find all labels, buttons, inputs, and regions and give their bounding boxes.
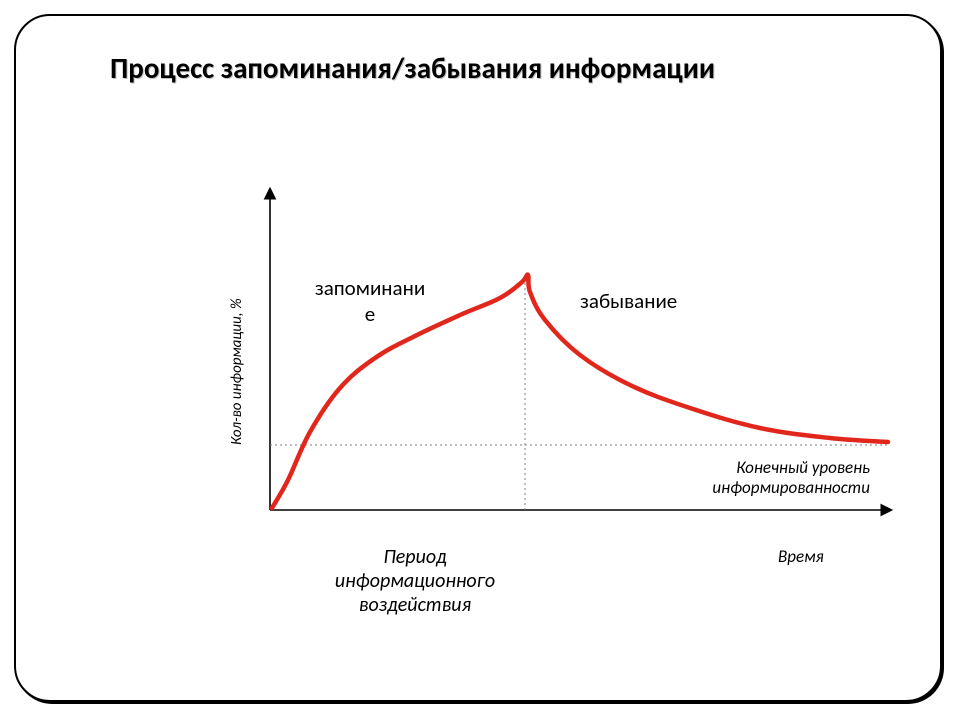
memorizing-label: запоминани е xyxy=(295,275,445,327)
final-level-line2: информированности xyxy=(712,477,870,498)
slide-title: Процесс запоминания/забывания информации xyxy=(110,52,715,85)
memorizing-label-line1: запоминани xyxy=(315,275,425,301)
memorizing-label-line2: е xyxy=(365,301,375,327)
period-label: Период информационного воздействия xyxy=(300,545,530,617)
final-level-label: Конечный уровень информированности xyxy=(660,458,870,497)
x-axis-label: Время xyxy=(778,546,824,567)
final-level-line1: Конечный уровень xyxy=(736,457,870,478)
period-line1: Период xyxy=(383,545,446,569)
period-line3: воздействия xyxy=(359,593,471,617)
forgetting-label: забывание xyxy=(580,288,677,314)
period-line2: информационного xyxy=(335,569,495,593)
y-axis-label: Кол-во информации, % xyxy=(228,298,246,445)
